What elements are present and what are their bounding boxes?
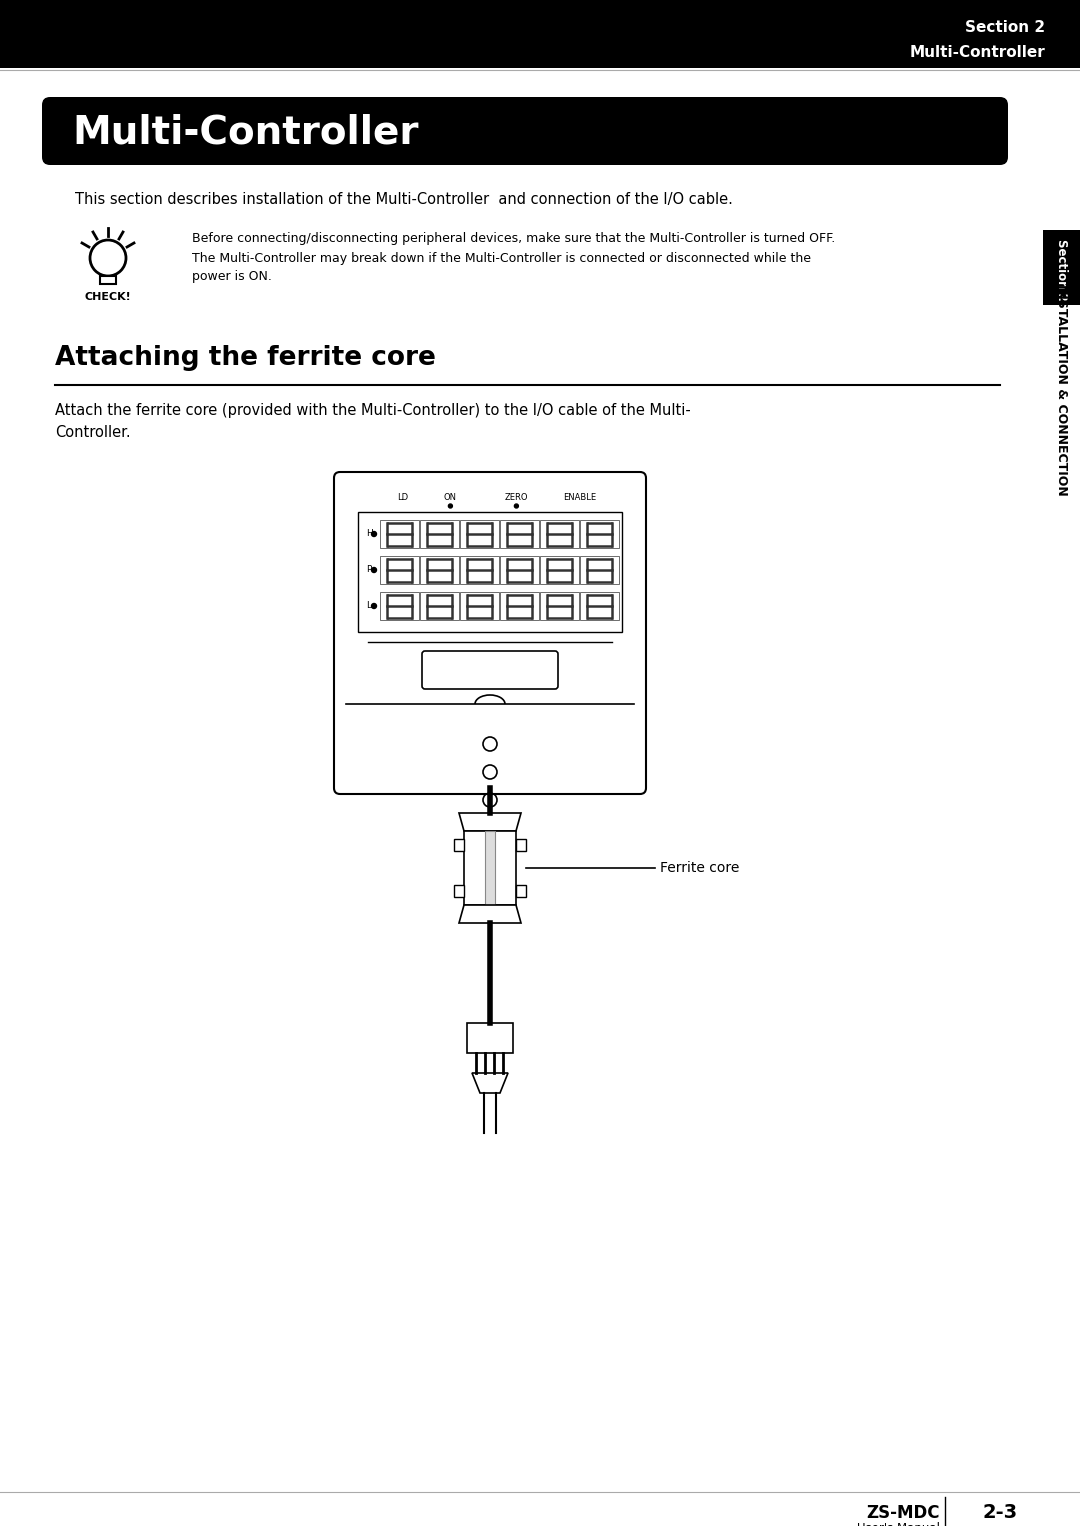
Polygon shape	[516, 885, 526, 897]
Text: power is ON.: power is ON.	[192, 270, 272, 282]
Text: L: L	[366, 601, 372, 610]
Polygon shape	[516, 839, 526, 852]
Bar	[380, 555, 419, 584]
Bar	[580, 592, 619, 620]
Text: INSTALLATION & CONNECTION: INSTALLATION & CONNECTION	[1054, 284, 1067, 496]
Bar	[500, 555, 539, 584]
Bar	[500, 592, 539, 620]
Bar	[460, 592, 499, 620]
Polygon shape	[459, 813, 521, 832]
Text: ENABLE: ENABLE	[563, 493, 596, 502]
Text: Ferrite core: Ferrite core	[660, 861, 740, 874]
Text: H: H	[366, 530, 373, 539]
Polygon shape	[454, 839, 464, 852]
Text: Before connecting/disconnecting peripheral devices, make sure that the Multi-Con: Before connecting/disconnecting peripher…	[192, 232, 835, 246]
Bar	[580, 520, 619, 548]
Bar	[420, 592, 459, 620]
FancyBboxPatch shape	[42, 98, 1008, 165]
FancyBboxPatch shape	[422, 652, 558, 690]
Bar	[580, 555, 619, 584]
Bar	[420, 555, 459, 584]
Text: Attaching the ferrite core: Attaching the ferrite core	[55, 345, 436, 371]
Circle shape	[372, 603, 377, 609]
Text: User's Manual: User's Manual	[858, 1521, 940, 1526]
Circle shape	[372, 531, 377, 537]
Text: Section 2: Section 2	[1054, 238, 1067, 301]
Text: This section describes installation of the Multi-Controller  and connection of t: This section describes installation of t…	[75, 192, 733, 208]
Bar	[1043, 230, 1080, 305]
Text: ZS-MDC: ZS-MDC	[866, 1505, 940, 1521]
Text: 2-3: 2-3	[983, 1503, 1017, 1521]
Text: LD: LD	[397, 493, 408, 502]
Text: Section 2: Section 2	[964, 20, 1045, 35]
Text: Multi-Controller: Multi-Controller	[72, 114, 419, 153]
Bar	[460, 555, 499, 584]
Circle shape	[372, 568, 377, 572]
Bar	[467, 1022, 513, 1053]
Polygon shape	[472, 1073, 508, 1093]
Text: Controller.: Controller.	[55, 426, 131, 439]
Bar	[0, 0, 1080, 69]
Text: P: P	[366, 566, 372, 574]
Text: ON: ON	[444, 493, 457, 502]
Bar	[100, 276, 116, 284]
Bar	[460, 520, 499, 548]
Bar	[380, 592, 419, 620]
Circle shape	[448, 504, 453, 508]
Bar	[420, 520, 459, 548]
Bar	[540, 520, 579, 548]
Text: The Multi-Controller may break down if the Multi-Controller is connected or disc: The Multi-Controller may break down if t…	[192, 252, 811, 266]
Text: Multi-Controller: Multi-Controller	[909, 44, 1045, 60]
FancyBboxPatch shape	[334, 472, 646, 794]
Text: Attach the ferrite core (provided with the Multi-Controller) to the I/O cable of: Attach the ferrite core (provided with t…	[55, 403, 691, 418]
Bar	[380, 520, 419, 548]
Bar	[357, 513, 622, 632]
Text: ZERO: ZERO	[504, 493, 528, 502]
Bar	[485, 832, 495, 905]
Polygon shape	[454, 885, 464, 897]
Bar	[500, 520, 539, 548]
Text: CHECK!: CHECK!	[84, 291, 132, 302]
Bar	[464, 832, 516, 905]
Bar	[540, 592, 579, 620]
Bar	[540, 555, 579, 584]
Polygon shape	[459, 905, 521, 923]
Circle shape	[514, 504, 518, 508]
